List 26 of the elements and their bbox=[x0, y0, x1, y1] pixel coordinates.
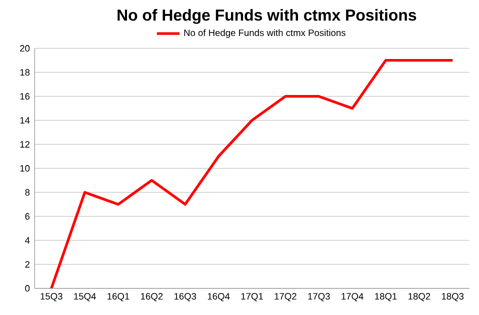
y-tick-label: 18 bbox=[20, 69, 30, 76]
legend-label: No of Hedge Funds with ctmx Positions bbox=[184, 29, 346, 38]
x-tick-label: 15Q3 bbox=[40, 293, 62, 302]
chart-title: No of Hedge Funds with ctmx Positions bbox=[118, 9, 416, 24]
x-tick-label: 15Q4 bbox=[74, 293, 96, 302]
y-tick-label: 14 bbox=[20, 117, 30, 124]
y-tick-label: 4 bbox=[25, 237, 30, 244]
y-tick-label: 0 bbox=[25, 285, 30, 292]
x-tick-label: 16Q1 bbox=[108, 293, 130, 302]
x-tick-label: 18Q2 bbox=[408, 293, 430, 302]
y-tick-label: 2 bbox=[25, 261, 30, 268]
y-tick-label: 12 bbox=[20, 141, 30, 148]
x-tick-label: 18Q3 bbox=[442, 293, 464, 302]
y-tick-label: 16 bbox=[20, 93, 30, 100]
x-tick-label: 17Q2 bbox=[274, 293, 296, 302]
y-tick-label: 8 bbox=[25, 189, 30, 196]
x-tick-label: 17Q1 bbox=[241, 293, 263, 302]
y-tick-label: 6 bbox=[25, 213, 30, 220]
x-tick-label: 16Q3 bbox=[174, 293, 196, 302]
x-tick-label: 16Q2 bbox=[141, 293, 163, 302]
x-tick-label: 17Q3 bbox=[308, 293, 330, 302]
x-tick-label: 17Q4 bbox=[342, 293, 364, 302]
y-tick-label: 20 bbox=[20, 45, 30, 52]
y-tick-label: 10 bbox=[20, 165, 30, 172]
x-tick-label: 16Q4 bbox=[208, 293, 230, 302]
x-tick-label: 18Q1 bbox=[375, 293, 397, 302]
